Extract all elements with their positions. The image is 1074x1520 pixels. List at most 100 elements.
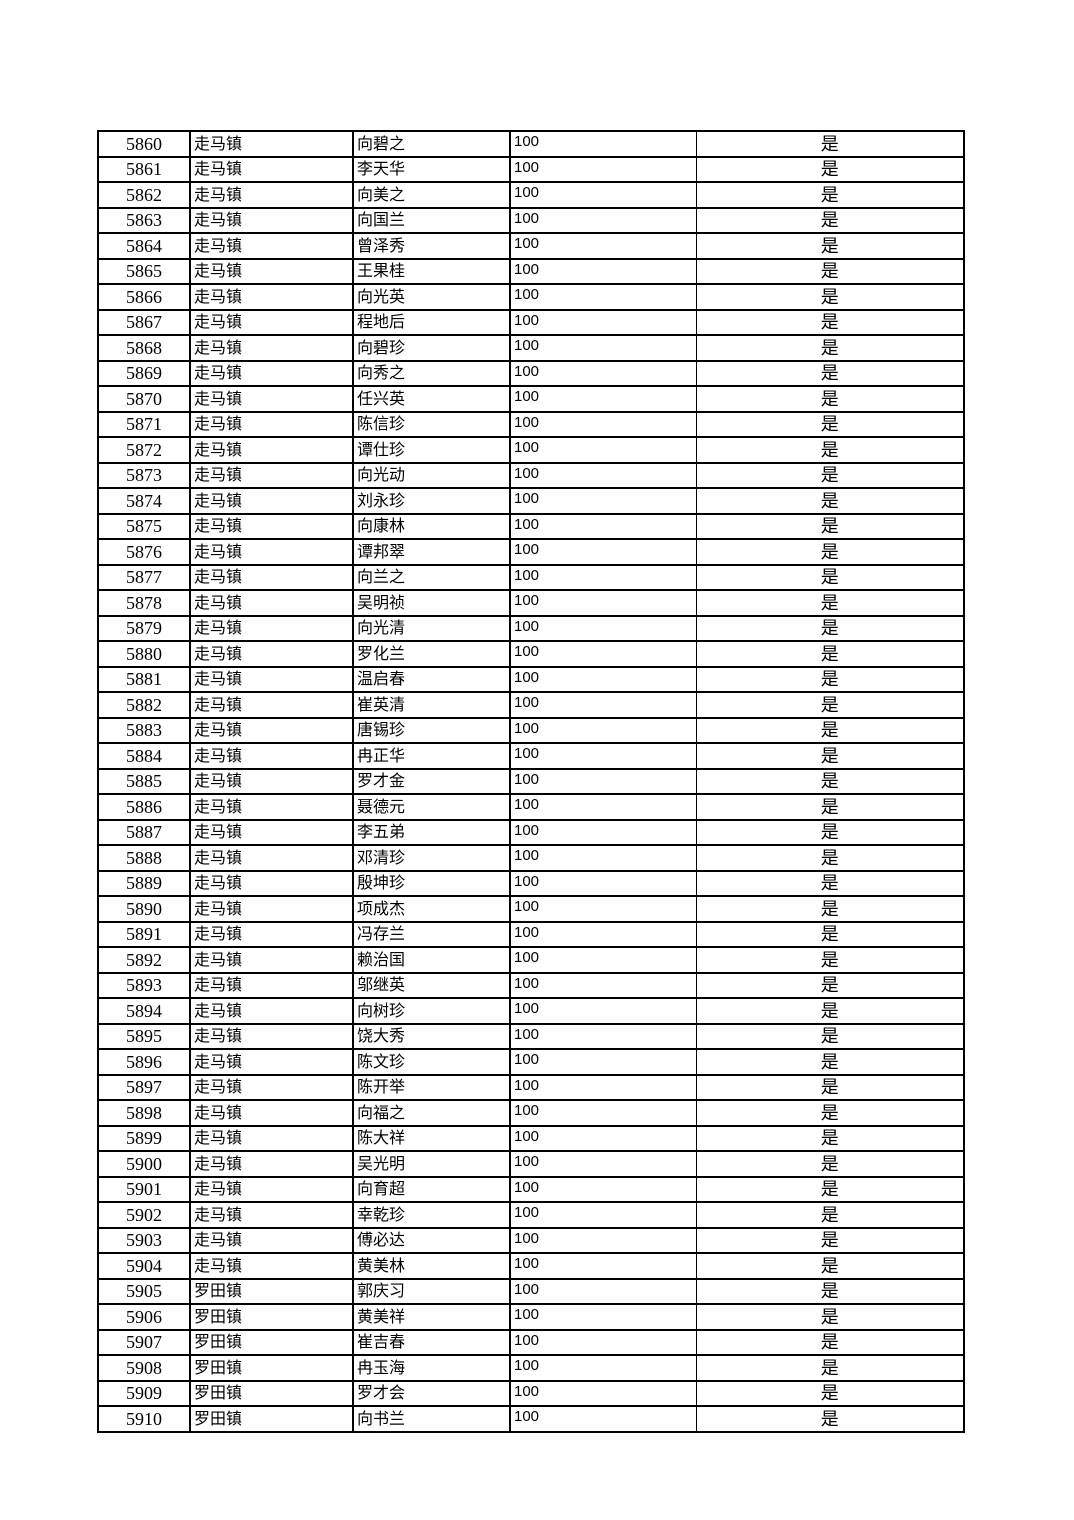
town-cell: 走马镇 (189, 615, 354, 642)
row-number-cell: 5890 (97, 895, 191, 922)
status-cell: 是 (695, 462, 965, 489)
row-number-cell: 5900 (97, 1150, 191, 1177)
name-cell: 温启春 (352, 666, 511, 693)
table-row: 5861 走马镇 李天华 100 是 (97, 156, 965, 183)
name-cell: 郭庆习 (352, 1278, 511, 1305)
amount-cell: 100 (509, 156, 697, 183)
name-cell: 向光英 (352, 283, 511, 310)
row-number-cell: 5884 (97, 742, 191, 769)
name-cell: 向碧珍 (352, 334, 511, 361)
town-cell: 走马镇 (189, 666, 354, 693)
amount-cell: 100 (509, 1380, 697, 1407)
status-cell: 是 (695, 691, 965, 718)
town-cell: 罗田镇 (189, 1405, 354, 1432)
town-cell: 走马镇 (189, 258, 354, 285)
status-cell: 是 (695, 232, 965, 259)
table-row: 5868 走马镇 向碧珍 100 是 (97, 334, 965, 361)
name-cell: 罗化兰 (352, 640, 511, 667)
town-cell: 走马镇 (189, 1125, 354, 1152)
town-cell: 走马镇 (189, 487, 354, 514)
row-number-cell: 5891 (97, 921, 191, 948)
amount-cell: 100 (509, 1405, 697, 1432)
status-cell: 是 (695, 768, 965, 795)
row-number-cell: 5882 (97, 691, 191, 718)
table-row: 5900 走马镇 吴光明 100 是 (97, 1150, 965, 1177)
table-row: 5865 走马镇 王果桂 100 是 (97, 258, 965, 285)
status-cell: 是 (695, 921, 965, 948)
status-cell: 是 (695, 1074, 965, 1101)
town-cell: 走马镇 (189, 283, 354, 310)
row-number-cell: 5894 (97, 997, 191, 1024)
row-number-cell: 5866 (97, 283, 191, 310)
status-cell: 是 (695, 793, 965, 820)
amount-cell: 100 (509, 1023, 697, 1050)
status-cell: 是 (695, 283, 965, 310)
status-cell: 是 (695, 1380, 965, 1407)
name-cell: 唐锡珍 (352, 717, 511, 744)
row-number-cell: 5896 (97, 1048, 191, 1075)
row-number-cell: 5863 (97, 207, 191, 234)
amount-cell: 100 (509, 997, 697, 1024)
row-number-cell: 5868 (97, 334, 191, 361)
table-row: 5883 走马镇 唐锡珍 100 是 (97, 717, 965, 744)
row-number-cell: 5875 (97, 513, 191, 540)
town-cell: 走马镇 (189, 156, 354, 183)
status-cell: 是 (695, 130, 965, 157)
table-row: 5901 走马镇 向育超 100 是 (97, 1176, 965, 1203)
name-cell: 罗才金 (352, 768, 511, 795)
amount-cell: 100 (509, 1329, 697, 1356)
status-cell: 是 (695, 436, 965, 463)
table-row: 5866 走马镇 向光英 100 是 (97, 283, 965, 310)
town-cell: 走马镇 (189, 232, 354, 259)
town-cell: 走马镇 (189, 385, 354, 412)
row-number-cell: 5860 (97, 130, 191, 157)
row-number-cell: 5895 (97, 1023, 191, 1050)
town-cell: 走马镇 (189, 181, 354, 208)
row-number-cell: 5880 (97, 640, 191, 667)
amount-cell: 100 (509, 768, 697, 795)
row-number-cell: 5906 (97, 1303, 191, 1330)
town-cell: 走马镇 (189, 589, 354, 616)
table-row: 5889 走马镇 殷坤珍 100 是 (97, 870, 965, 897)
table-row: 5879 走马镇 向光清 100 是 (97, 615, 965, 642)
row-number-cell: 5909 (97, 1380, 191, 1407)
table-row: 5905 罗田镇 郭庆习 100 是 (97, 1278, 965, 1305)
town-cell: 走马镇 (189, 462, 354, 489)
row-number-cell: 5893 (97, 972, 191, 999)
row-number-cell: 5862 (97, 181, 191, 208)
table-row: 5888 走马镇 邓清珍 100 是 (97, 844, 965, 871)
status-cell: 是 (695, 334, 965, 361)
name-cell: 黄美祥 (352, 1303, 511, 1330)
status-cell: 是 (695, 717, 965, 744)
status-cell: 是 (695, 258, 965, 285)
table-row: 5881 走马镇 温启春 100 是 (97, 666, 965, 693)
amount-cell: 100 (509, 666, 697, 693)
amount-cell: 100 (509, 181, 697, 208)
amount-cell: 100 (509, 232, 697, 259)
amount-cell: 100 (509, 538, 697, 565)
row-number-cell: 5883 (97, 717, 191, 744)
name-cell: 向书兰 (352, 1405, 511, 1432)
status-cell: 是 (695, 946, 965, 973)
name-cell: 曾泽秀 (352, 232, 511, 259)
name-cell: 向美之 (352, 181, 511, 208)
row-number-cell: 5887 (97, 819, 191, 846)
town-cell: 罗田镇 (189, 1303, 354, 1330)
row-number-cell: 5898 (97, 1099, 191, 1126)
town-cell: 走马镇 (189, 538, 354, 565)
row-number-cell: 5905 (97, 1278, 191, 1305)
status-cell: 是 (695, 1125, 965, 1152)
name-cell: 幸乾珍 (352, 1201, 511, 1228)
town-cell: 走马镇 (189, 819, 354, 846)
table-row: 5860 走马镇 向碧之 100 是 (97, 130, 965, 157)
row-number-cell: 5899 (97, 1125, 191, 1152)
table-row: 5903 走马镇 傅必达 100 是 (97, 1227, 965, 1254)
row-number-cell: 5874 (97, 487, 191, 514)
name-cell: 罗才会 (352, 1380, 511, 1407)
town-cell: 走马镇 (189, 411, 354, 438)
status-cell: 是 (695, 1252, 965, 1279)
amount-cell: 100 (509, 130, 697, 157)
name-cell: 向国兰 (352, 207, 511, 234)
row-number-cell: 5904 (97, 1252, 191, 1279)
amount-cell: 100 (509, 385, 697, 412)
